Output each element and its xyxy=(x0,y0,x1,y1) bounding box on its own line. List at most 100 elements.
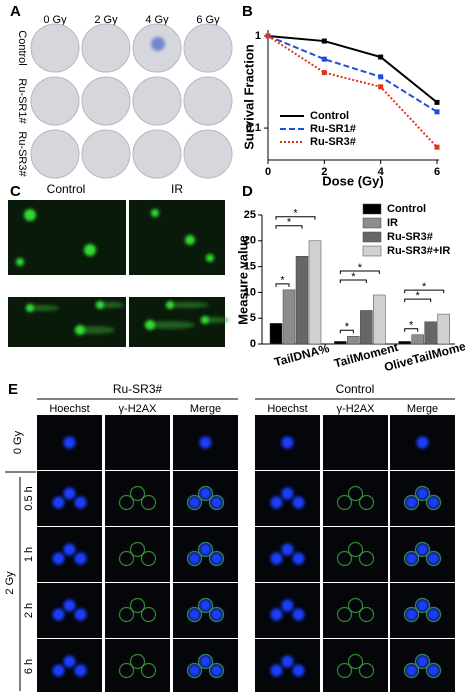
significance-bracket xyxy=(275,225,303,229)
colony-dish xyxy=(81,76,131,126)
colony-dish xyxy=(30,23,80,73)
legend-label: IR xyxy=(387,217,398,229)
nucleus xyxy=(270,552,283,565)
nucleus xyxy=(281,436,294,449)
comet-head xyxy=(84,244,96,256)
x-tick-label: TailDNA% xyxy=(273,341,331,369)
panel-label: E xyxy=(8,381,18,398)
foci xyxy=(336,494,353,511)
foci xyxy=(140,494,157,511)
foci xyxy=(358,662,375,679)
significance-marker: * xyxy=(422,281,427,293)
nucleus xyxy=(52,608,65,621)
comet-tail xyxy=(75,326,115,334)
bar xyxy=(295,256,309,345)
time-label: 0.5 h xyxy=(23,486,35,510)
legend-label: Ru-SR1# xyxy=(310,123,356,135)
significance-marker: * xyxy=(358,262,363,274)
foci xyxy=(358,550,375,567)
nucleus xyxy=(281,655,294,668)
foci xyxy=(347,485,364,502)
nucleus xyxy=(281,599,294,612)
marker xyxy=(378,74,384,80)
y-tick-label: 0 xyxy=(250,338,256,350)
significance-marker: * xyxy=(351,271,356,283)
marker xyxy=(321,56,327,62)
colony-dish xyxy=(81,129,131,179)
legend-label: Ru-SR3# xyxy=(310,136,356,148)
dose-label-bg xyxy=(3,569,19,597)
comet-head xyxy=(26,304,34,312)
significance-marker: * xyxy=(416,290,421,302)
foci xyxy=(358,606,375,623)
micrograph xyxy=(323,639,388,692)
foci xyxy=(118,550,135,567)
nucleus xyxy=(292,496,305,509)
legend-label: Control xyxy=(310,110,349,122)
column-label: 4 Gy xyxy=(145,14,169,26)
comet-head xyxy=(24,209,36,221)
row-label: Ru-SR1# xyxy=(16,78,28,124)
group-header: Ru-SR3# xyxy=(113,382,163,396)
foci xyxy=(118,494,135,511)
nucleus xyxy=(74,608,87,621)
nucleus xyxy=(74,664,87,677)
time-label: 1 h xyxy=(23,547,35,562)
foci xyxy=(197,597,214,614)
foci xyxy=(129,541,146,558)
column-label: 0 Gy xyxy=(43,14,67,26)
foci xyxy=(208,494,225,511)
colony-dish xyxy=(183,23,233,73)
nucleus xyxy=(199,543,212,556)
foci xyxy=(140,662,157,679)
comet-head xyxy=(75,325,85,335)
y-axis-label: Survival Fraction xyxy=(241,44,256,150)
nucleus xyxy=(427,496,440,509)
time-label: 6 h xyxy=(23,659,35,674)
nucleus xyxy=(188,552,201,565)
significance-marker: * xyxy=(293,208,298,220)
y-tick-label: 10 xyxy=(244,286,256,298)
y-tick-label: 1 xyxy=(255,30,261,42)
nucleus xyxy=(188,664,201,677)
bar xyxy=(411,334,424,345)
nucleus xyxy=(199,436,212,449)
colony-dish xyxy=(132,129,182,179)
micrograph xyxy=(105,639,170,692)
nucleus xyxy=(416,487,429,500)
nucleus xyxy=(281,487,294,500)
foci xyxy=(414,653,431,670)
nucleus xyxy=(405,608,418,621)
bar xyxy=(360,310,373,345)
nucleus xyxy=(63,655,76,668)
foci xyxy=(358,494,375,511)
micrograph xyxy=(323,527,388,582)
comet-tail xyxy=(166,301,209,309)
legend-swatch xyxy=(362,231,382,243)
foci xyxy=(197,485,214,502)
foci xyxy=(140,606,157,623)
nucleus xyxy=(292,664,305,677)
foci xyxy=(425,606,442,623)
image-label: IR xyxy=(171,182,183,196)
nucleus xyxy=(427,664,440,677)
bar xyxy=(308,240,322,345)
foci xyxy=(129,653,146,670)
nucleus xyxy=(210,664,223,677)
colony-dish xyxy=(183,129,233,179)
nucleus xyxy=(405,552,418,565)
y-tick-label: 5 xyxy=(250,312,256,324)
nucleus xyxy=(416,655,429,668)
panel-label: C xyxy=(10,183,21,200)
significance-bracket xyxy=(404,289,445,294)
marker xyxy=(378,84,384,90)
nucleus xyxy=(427,608,440,621)
nucleus xyxy=(270,496,283,509)
nucleus xyxy=(199,487,212,500)
bar xyxy=(269,323,283,345)
foci xyxy=(129,485,146,502)
colony-stain xyxy=(151,37,165,51)
foci xyxy=(336,550,353,567)
nucleus xyxy=(416,436,429,449)
